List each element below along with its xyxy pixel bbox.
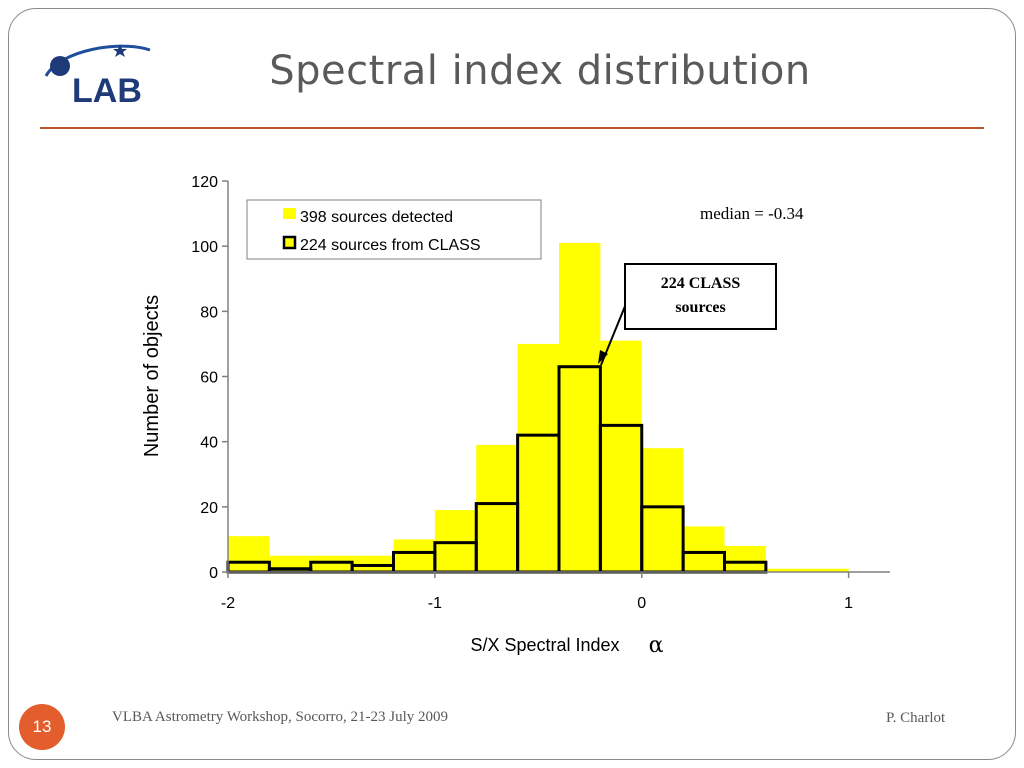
legend-swatch-detected — [283, 208, 296, 219]
bar-detected — [765, 568, 808, 572]
bar-detected — [559, 242, 601, 573]
x-tick-label: 1 — [844, 595, 853, 612]
bar-detected — [517, 343, 559, 572]
chart-axes: 0 20 40 60 80 100 120 -2 -1 0 1 — [191, 174, 890, 612]
y-tick-label: 60 — [200, 370, 218, 387]
bar-detected — [228, 536, 270, 572]
page-number-badge: 13 — [19, 704, 65, 750]
x-axis-label: S/X Spectral Index — [470, 635, 619, 655]
legend-label-class: 224 sources from CLASS — [300, 237, 481, 254]
class-sources-callout: 224 CLASS sources — [624, 263, 777, 330]
alpha-symbol: α — [649, 633, 664, 658]
bar-detected — [683, 526, 725, 572]
x-tick-label: 0 — [637, 595, 646, 612]
y-tick-label: 0 — [209, 565, 218, 582]
y-tick-label: 80 — [200, 304, 218, 321]
bar-detected — [393, 539, 435, 572]
y-tick-label: 20 — [200, 500, 218, 517]
bar-detected — [807, 568, 849, 572]
y-tick-label: 40 — [200, 435, 218, 452]
bar-detected — [600, 340, 642, 572]
y-tick-label: 100 — [191, 239, 218, 256]
callout-arrow-head — [598, 350, 608, 364]
title-divider — [40, 127, 984, 129]
bar-detected — [476, 444, 518, 572]
y-axis-label: Number of objects — [141, 295, 163, 457]
bar-detected — [724, 545, 766, 572]
page-title: Spectral index distribution — [269, 48, 811, 94]
lab-logo: LAB — [44, 44, 151, 110]
legend-label-detected: 398 sources detected — [300, 209, 453, 226]
bar-detected — [434, 510, 477, 572]
footer-author: P. Charlot — [886, 710, 946, 726]
chart-legend: 398 sources detected 224 sources from CL… — [246, 199, 542, 260]
legend-swatch-class — [282, 235, 297, 250]
axis-labels: S/X Spectral Index α Number of objects — [141, 295, 664, 658]
x-tick-label: -1 — [428, 595, 442, 612]
bar-detected — [310, 555, 353, 572]
y-tick-label: 120 — [191, 174, 218, 191]
x-tick-label: -2 — [221, 595, 235, 612]
callout-line-1: 224 CLASS — [660, 275, 741, 292]
slide-frame — [8, 8, 1016, 760]
callout-line-2: sources — [675, 299, 726, 316]
logo-text: LAB — [72, 72, 142, 110]
footer-event: VLBA Astrometry Workshop, Socorro, 21-23… — [112, 709, 449, 725]
bar-detected — [641, 448, 684, 572]
median-annotation: median = -0.34 — [700, 204, 804, 223]
detected-series — [228, 242, 849, 573]
bar-detected — [352, 555, 394, 572]
